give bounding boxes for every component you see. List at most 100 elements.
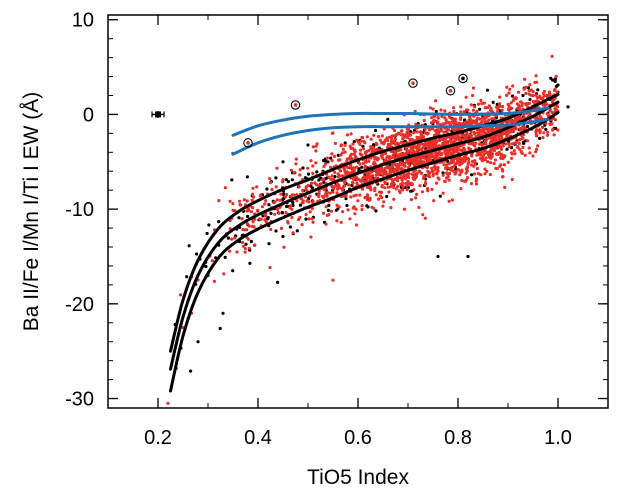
red-point	[427, 155, 431, 159]
red-point	[534, 74, 538, 78]
black-point	[230, 178, 234, 182]
red-point	[469, 182, 474, 186]
red-point	[408, 150, 412, 154]
black-point-outlier	[196, 340, 200, 344]
black-point	[526, 86, 531, 90]
black-point	[365, 204, 369, 208]
red-point	[327, 213, 331, 217]
red-point	[508, 87, 512, 91]
black-point	[374, 128, 378, 133]
red-point	[436, 176, 440, 180]
red-point	[447, 162, 451, 166]
red-point	[252, 225, 256, 229]
black-point	[207, 223, 211, 227]
red-point	[345, 159, 349, 163]
red-point	[276, 207, 280, 211]
red-point	[333, 141, 337, 145]
red-point	[483, 131, 487, 135]
red-point	[510, 106, 514, 110]
red-point	[290, 207, 294, 211]
red-point	[527, 146, 531, 150]
red-point	[534, 117, 538, 121]
red-point	[483, 126, 487, 130]
red-point	[515, 140, 519, 144]
red-point	[270, 187, 274, 192]
red-point	[459, 105, 463, 109]
red-point	[389, 141, 393, 145]
red-point	[535, 147, 539, 151]
red-point	[493, 158, 498, 162]
red-point	[521, 136, 525, 140]
black-point	[310, 186, 314, 190]
red-point	[541, 136, 545, 140]
red-point	[233, 236, 237, 240]
red-point	[260, 205, 264, 209]
red-point	[344, 194, 348, 198]
red-point	[480, 150, 484, 154]
black-point	[295, 229, 299, 233]
red-point	[411, 176, 415, 180]
red-point	[263, 214, 267, 218]
red-point	[392, 128, 397, 133]
red-point	[317, 192, 321, 196]
red-point	[325, 190, 329, 195]
red-point	[523, 153, 527, 157]
red-point	[286, 220, 290, 224]
red-point	[360, 204, 364, 208]
red-point	[486, 126, 490, 130]
red-point	[339, 220, 343, 224]
highlight-ring	[243, 138, 253, 148]
red-point	[422, 160, 426, 164]
black-point	[291, 203, 295, 207]
red-point	[507, 108, 511, 112]
red-point	[459, 110, 463, 114]
red-point	[547, 90, 552, 94]
red-point	[228, 249, 232, 253]
red-point	[378, 168, 382, 172]
red-point	[483, 158, 487, 162]
red-point	[423, 127, 427, 131]
red-point	[418, 184, 422, 188]
red-point	[306, 183, 310, 187]
black-point-outlier	[436, 254, 440, 259]
red-point	[268, 180, 273, 185]
black-point	[334, 208, 338, 212]
red-point	[479, 98, 483, 103]
red-point	[239, 203, 243, 207]
black-point	[290, 178, 294, 182]
red-point	[460, 137, 464, 141]
black-point	[329, 156, 333, 160]
red-point	[217, 199, 221, 203]
red-point	[497, 136, 501, 140]
red-point	[415, 135, 419, 139]
red-point	[308, 210, 312, 214]
red-point	[431, 107, 435, 111]
black-point	[553, 77, 558, 81]
black-point	[274, 229, 278, 233]
red-point	[378, 172, 382, 176]
axis-ticks: 0.2 0.4 0.6 0.8 1.0 10 0 -10 -20 -30	[65, 10, 609, 449]
red-point	[554, 74, 558, 79]
red-point	[546, 130, 550, 134]
red-point	[403, 176, 407, 181]
red-point	[492, 161, 496, 166]
red-point	[485, 137, 489, 141]
red-point	[264, 199, 268, 203]
reference-curve-4	[231, 117, 550, 156]
red-point	[364, 159, 368, 163]
red-point	[304, 212, 308, 217]
red-point	[414, 145, 418, 149]
red-point	[348, 217, 352, 221]
red-point	[531, 99, 536, 104]
red-point	[460, 178, 464, 183]
black-point	[536, 88, 540, 92]
red-point	[502, 163, 506, 167]
black-point	[304, 217, 308, 221]
red-point	[395, 175, 400, 179]
red-point	[295, 193, 299, 197]
red-point	[520, 103, 524, 108]
red-point	[407, 175, 411, 179]
red-point	[268, 266, 272, 270]
red-point	[327, 175, 331, 179]
red-point	[379, 154, 383, 158]
